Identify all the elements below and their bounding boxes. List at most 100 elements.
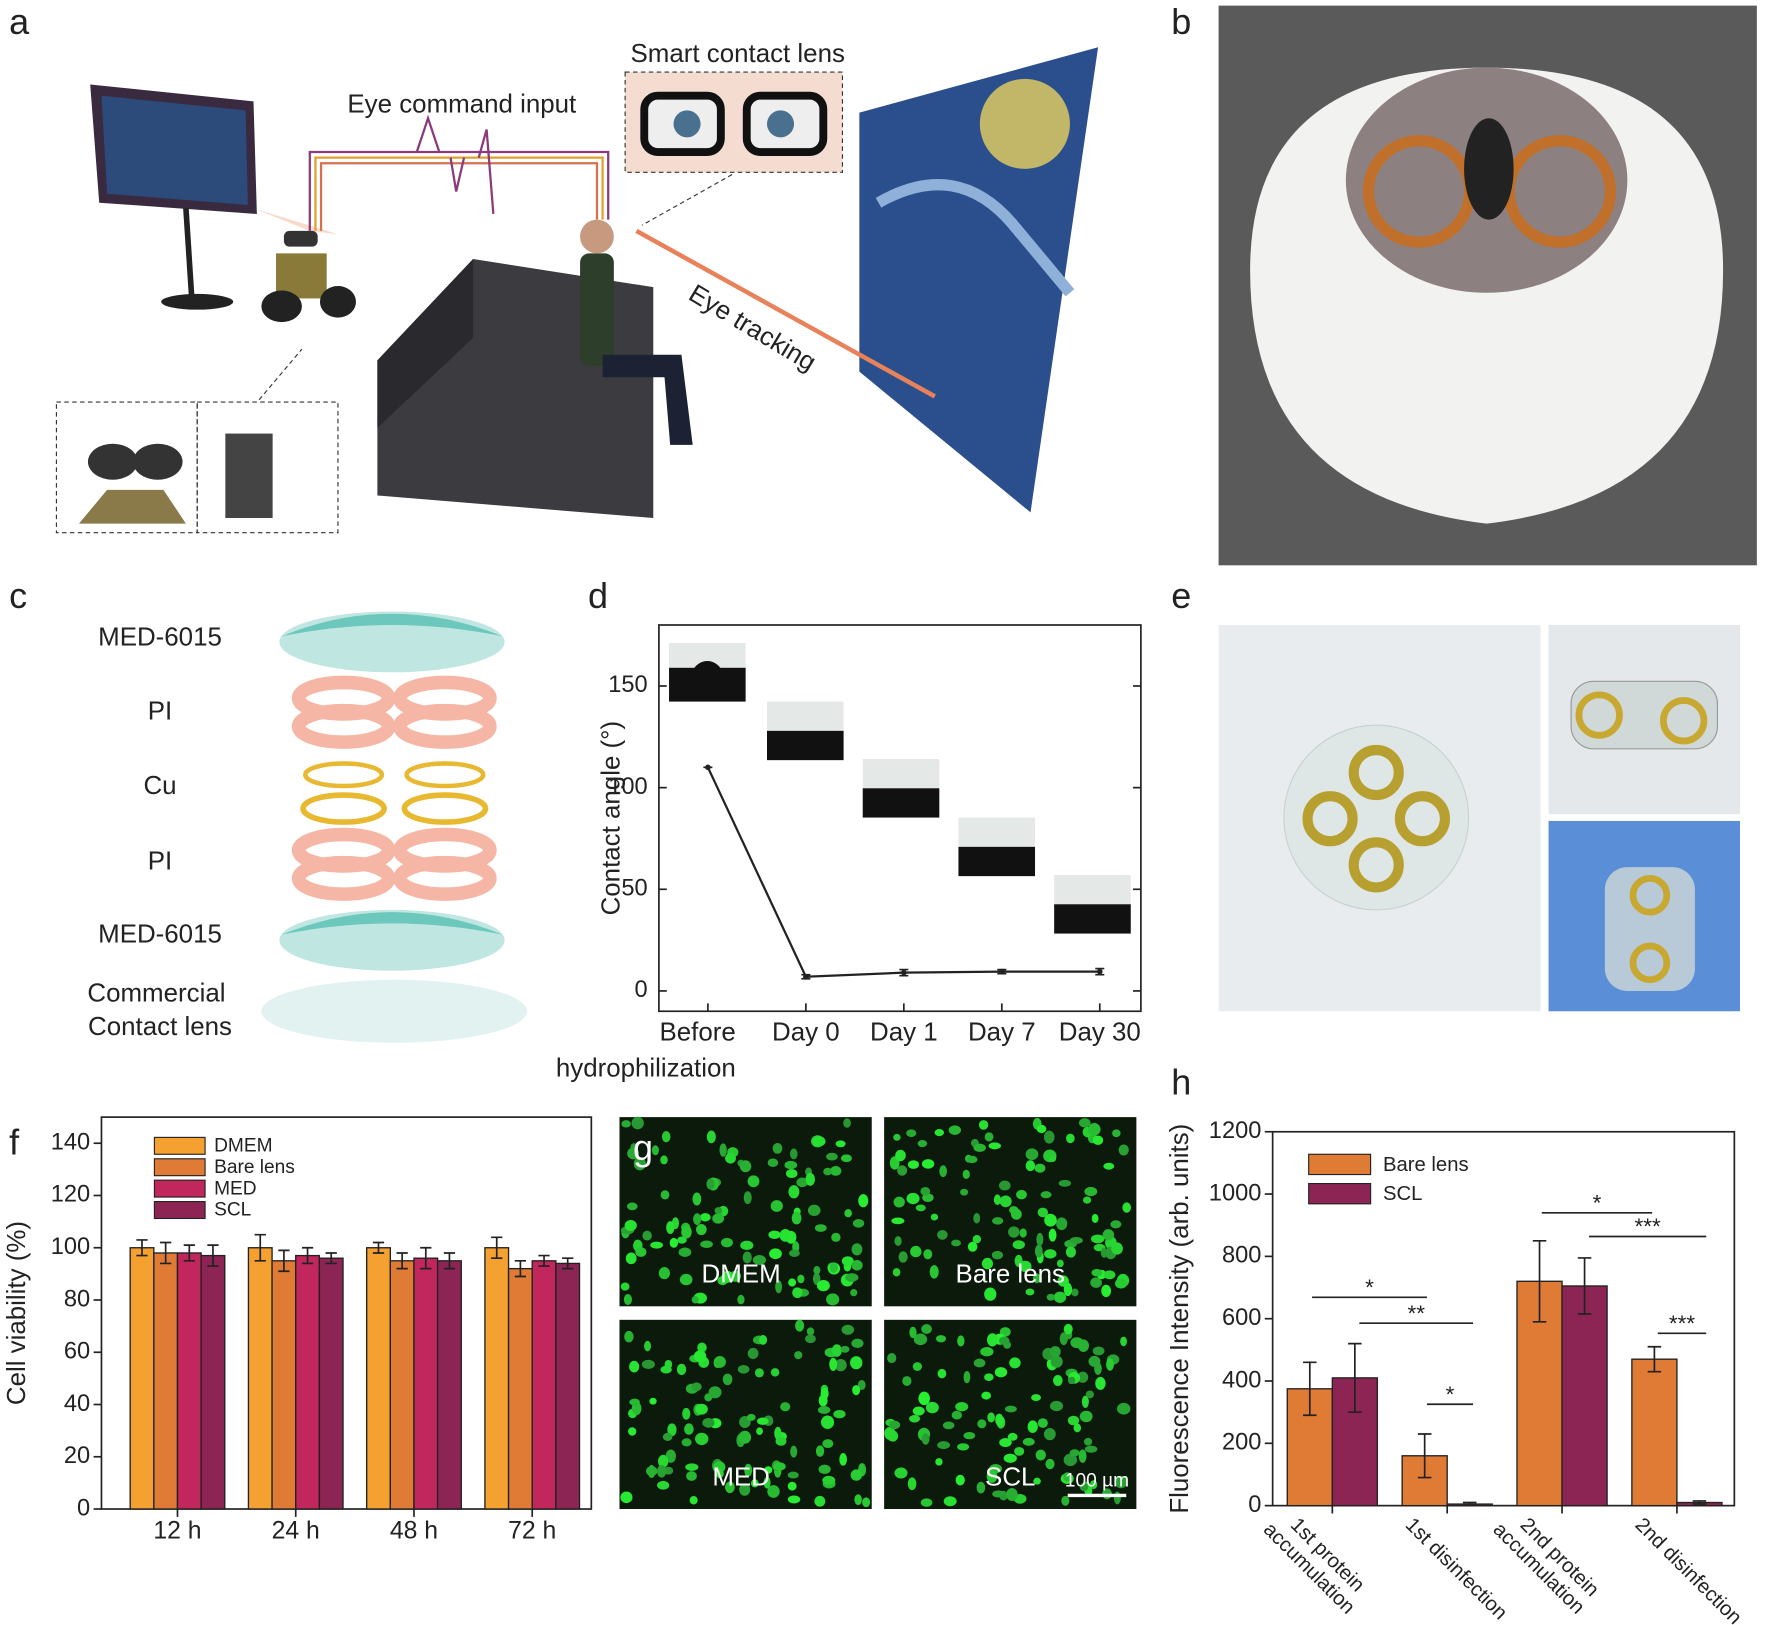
cell	[1008, 1226, 1020, 1238]
y-tick-label: 140	[51, 1129, 90, 1155]
error-bar	[538, 1254, 550, 1267]
y-axis-label: Cell viability (%)	[3, 1221, 31, 1405]
cell	[787, 1495, 801, 1504]
cell	[1044, 1249, 1057, 1259]
lens-stretched	[1604, 867, 1695, 991]
droplet-image	[767, 730, 844, 761]
cell	[650, 1241, 664, 1249]
point	[901, 969, 907, 976]
cell	[887, 1352, 897, 1364]
cell	[797, 1274, 805, 1284]
cell	[915, 1204, 926, 1212]
y-tick-label: 80	[64, 1286, 90, 1312]
cell	[692, 1192, 702, 1206]
cell	[891, 1217, 905, 1225]
cell	[1078, 1449, 1087, 1463]
cell	[893, 1133, 901, 1141]
cell	[817, 1406, 831, 1414]
coil	[1660, 697, 1708, 745]
cell	[695, 1403, 708, 1415]
photo-b	[1218, 5, 1757, 566]
cell	[1089, 1480, 1098, 1490]
point	[1096, 968, 1103, 975]
cell	[1025, 1160, 1036, 1172]
error-bar	[1647, 1345, 1662, 1373]
micrograph-label: SCL	[985, 1463, 1035, 1491]
droplet	[691, 661, 724, 693]
bar	[200, 1254, 226, 1510]
cell	[998, 1336, 1010, 1346]
y-tick-label: 20	[64, 1443, 90, 1469]
cell	[625, 1252, 637, 1265]
cell	[839, 1452, 847, 1466]
cell	[998, 1180, 1011, 1191]
cell	[722, 1373, 733, 1386]
cell	[666, 1221, 675, 1234]
cell	[992, 1217, 1004, 1225]
cell	[772, 1143, 783, 1154]
x-tick-label: Day 0	[772, 1019, 840, 1047]
cell	[845, 1273, 859, 1282]
cell	[787, 1471, 799, 1479]
cell	[1106, 1358, 1114, 1371]
cell	[658, 1454, 669, 1468]
cell	[813, 1266, 821, 1275]
cell	[1036, 1232, 1044, 1246]
cell	[963, 1432, 976, 1440]
cell	[1079, 1410, 1093, 1423]
cell	[642, 1230, 652, 1241]
droplet-image	[1054, 904, 1131, 934]
cell	[1111, 1242, 1123, 1255]
coil	[1348, 837, 1404, 893]
cell	[623, 1293, 632, 1306]
view-cone	[253, 208, 338, 235]
cell	[829, 1166, 842, 1176]
cell	[1079, 1482, 1089, 1492]
cell	[984, 1373, 994, 1381]
cell	[784, 1160, 798, 1170]
layer-label: Commercial Contact lens	[87, 979, 232, 1041]
cell	[682, 1407, 691, 1420]
cell	[695, 1432, 709, 1446]
cell	[937, 1441, 951, 1450]
cell	[1092, 1135, 1104, 1145]
cell	[942, 1421, 955, 1430]
legend-swatch	[153, 1158, 206, 1177]
y-axis-label: Contact angle (°)	[597, 721, 625, 916]
robot-wheel	[319, 286, 356, 318]
cell	[1113, 1491, 1121, 1505]
cell	[770, 1368, 780, 1377]
cell	[660, 1365, 672, 1374]
layer-stack	[261, 611, 528, 1043]
cell	[893, 1196, 905, 1208]
bar	[436, 1260, 462, 1510]
cell	[917, 1140, 928, 1148]
cell	[1069, 1449, 1080, 1457]
cell	[681, 1225, 692, 1239]
cell	[631, 1116, 644, 1130]
cell	[862, 1497, 871, 1508]
cell	[935, 1458, 943, 1466]
cell	[1063, 1323, 1073, 1335]
robot-wheel	[261, 290, 302, 323]
cell	[826, 1293, 840, 1306]
cell	[1036, 1124, 1047, 1134]
cell	[895, 1149, 906, 1162]
cu-coil	[404, 761, 486, 789]
painting-moon	[979, 78, 1070, 169]
cell	[840, 1154, 852, 1163]
cell	[1014, 1447, 1025, 1456]
cell	[620, 1282, 630, 1291]
cell	[737, 1365, 750, 1374]
cell	[789, 1249, 800, 1258]
significance-label: *	[1593, 1191, 1602, 1216]
droplet-image	[862, 788, 940, 818]
y-tick-label: 40	[64, 1391, 90, 1417]
cell	[1090, 1277, 1102, 1288]
cell	[1050, 1355, 1063, 1368]
cell	[712, 1213, 725, 1224]
x-tick-label: 72 h	[508, 1517, 556, 1544]
cell	[906, 1129, 917, 1137]
x-tick-label: Before hydrophilization	[556, 1019, 743, 1083]
cell	[993, 1194, 1001, 1205]
